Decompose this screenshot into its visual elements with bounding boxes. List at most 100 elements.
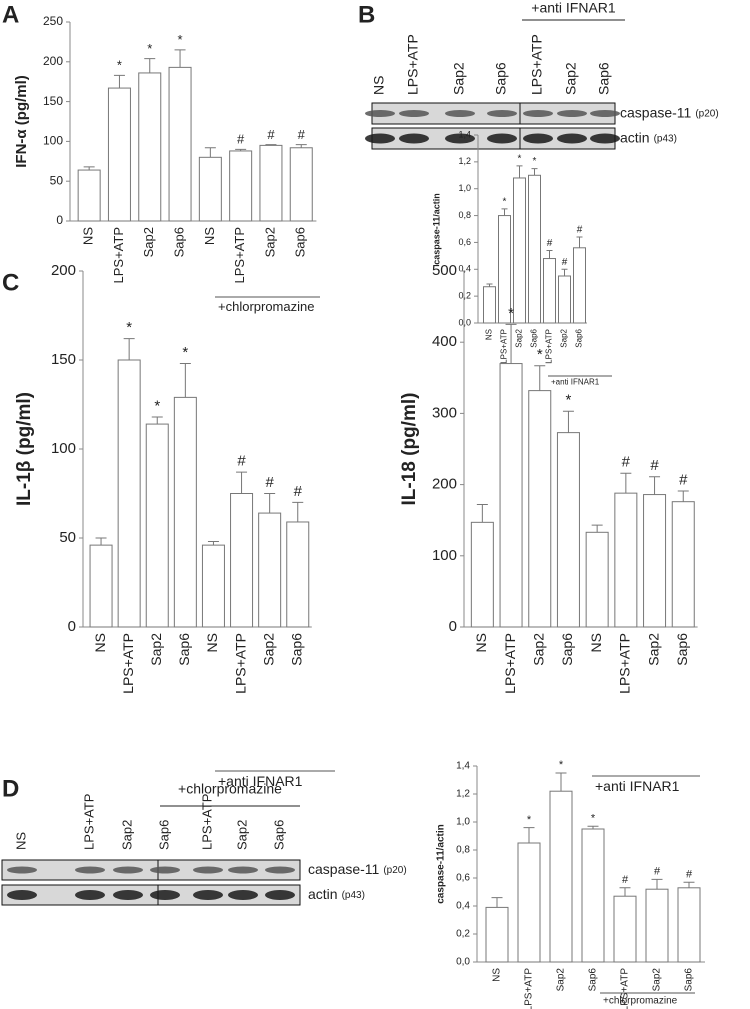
blot-band bbox=[75, 890, 105, 900]
blot-row-sub: (p43) bbox=[342, 890, 365, 901]
significance-marker: * bbox=[147, 41, 152, 56]
bar bbox=[485, 906, 509, 963]
y-tick-label: 0 bbox=[68, 618, 76, 635]
y-tick-label: 1,4 bbox=[456, 761, 470, 772]
error-bar bbox=[292, 501, 304, 522]
x-tick-label: LPS+ATP bbox=[545, 329, 554, 364]
blot-band bbox=[113, 890, 143, 900]
group-label: +anti IFNAR1 bbox=[218, 773, 303, 789]
bar bbox=[483, 286, 496, 324]
blot-band bbox=[265, 890, 295, 900]
blot-row-sub: (p20) bbox=[695, 108, 718, 119]
x-tick-label: NS bbox=[473, 633, 489, 652]
bar bbox=[517, 842, 541, 963]
error-bar bbox=[235, 148, 247, 151]
bar bbox=[556, 432, 580, 628]
blot-row-name: caspase-11 bbox=[620, 104, 692, 120]
x-tick-label: LPS+ATP bbox=[617, 633, 633, 694]
significance-marker: * bbox=[178, 32, 183, 47]
significance-marker: * bbox=[537, 346, 543, 363]
bar bbox=[173, 396, 197, 628]
y-tick-label: 150 bbox=[51, 351, 76, 368]
significance-marker: * bbox=[508, 305, 514, 322]
error-bar bbox=[531, 168, 538, 176]
error-bar bbox=[546, 249, 553, 259]
error-bar bbox=[516, 165, 523, 178]
significance-marker: * bbox=[117, 58, 122, 73]
y-axis-label: caspase-11/actin bbox=[431, 193, 441, 265]
panel-label: B bbox=[358, 1, 375, 28]
y-tick-label: 1,2 bbox=[458, 156, 471, 166]
significance-marker: # bbox=[237, 132, 245, 147]
y-axis-label: IFN-α (pg/ml) bbox=[13, 75, 30, 168]
error-bar bbox=[491, 897, 503, 908]
bar bbox=[585, 531, 609, 628]
error-bar bbox=[555, 772, 567, 792]
bar bbox=[259, 144, 283, 222]
x-tick-label: Sap6 bbox=[288, 633, 304, 666]
bar bbox=[528, 174, 541, 324]
significance-marker: # bbox=[654, 866, 661, 878]
bar bbox=[107, 87, 131, 222]
significance-marker: # bbox=[237, 453, 246, 470]
bar bbox=[470, 521, 494, 628]
significance-marker: * bbox=[559, 759, 564, 771]
bar bbox=[117, 359, 141, 628]
x-tick-label: Sap2 bbox=[530, 633, 546, 666]
significance-marker: # bbox=[679, 471, 688, 488]
lane-label: Sap6 bbox=[596, 62, 612, 95]
significance-marker: # bbox=[577, 225, 583, 236]
error-bar bbox=[204, 147, 216, 158]
group-label: +anti IFNAR1 bbox=[531, 0, 616, 16]
x-tick-label: Sap2 bbox=[262, 227, 277, 257]
group-label: +anti IFNAR1 bbox=[595, 778, 680, 794]
bar bbox=[645, 888, 669, 963]
bar bbox=[558, 275, 571, 324]
blot-band bbox=[365, 110, 395, 117]
significance-marker: * bbox=[154, 397, 160, 414]
lane-label: Sap6 bbox=[271, 820, 286, 850]
y-tick-label: 0,8 bbox=[458, 210, 471, 220]
blot-band bbox=[399, 133, 429, 144]
y-tick-label: 0,2 bbox=[458, 291, 471, 301]
blot-band bbox=[75, 866, 105, 874]
x-tick-label: Sap6 bbox=[575, 328, 584, 347]
bar bbox=[573, 247, 586, 324]
x-tick-label: NS bbox=[485, 329, 494, 340]
error-bar bbox=[620, 472, 632, 494]
x-tick-label: NS bbox=[92, 633, 108, 652]
blot-band bbox=[557, 133, 587, 144]
blot-band bbox=[365, 133, 395, 144]
lane-label: LPS+ATP bbox=[405, 34, 421, 95]
significance-marker: * bbox=[591, 812, 596, 824]
blot-row-sub: (p20) bbox=[383, 865, 406, 876]
x-tick-label: Sap2 bbox=[515, 328, 524, 347]
y-tick-label: 0,0 bbox=[456, 957, 470, 968]
lane-label: Sap6 bbox=[156, 820, 171, 850]
x-tick-label: Sap6 bbox=[171, 227, 186, 257]
bar bbox=[613, 895, 637, 963]
lane-label: Sap6 bbox=[493, 62, 509, 95]
x-tick-label: NS bbox=[588, 633, 604, 652]
x-tick-label: LPS+ATP bbox=[500, 329, 509, 364]
blot-band bbox=[523, 110, 553, 117]
bar bbox=[201, 544, 225, 628]
error-bar bbox=[587, 825, 599, 829]
significance-marker: # bbox=[562, 257, 568, 268]
lane-label: NS bbox=[371, 76, 387, 95]
significance-marker: * bbox=[533, 156, 537, 167]
bar bbox=[549, 790, 573, 963]
bar bbox=[286, 521, 310, 628]
x-tick-label: Sap6 bbox=[530, 328, 539, 347]
bar bbox=[138, 72, 162, 222]
error-bar bbox=[677, 490, 689, 502]
significance-marker: # bbox=[686, 868, 693, 880]
panel-label: A bbox=[2, 1, 19, 28]
group-label: +chlorpromazine bbox=[178, 781, 282, 797]
error-bar bbox=[236, 471, 248, 494]
blot-row-label: actin (p43) bbox=[620, 129, 677, 145]
bar bbox=[581, 828, 605, 963]
significance-marker: * bbox=[126, 319, 132, 336]
y-tick-label: 200 bbox=[432, 476, 457, 493]
blot-band bbox=[523, 133, 553, 144]
